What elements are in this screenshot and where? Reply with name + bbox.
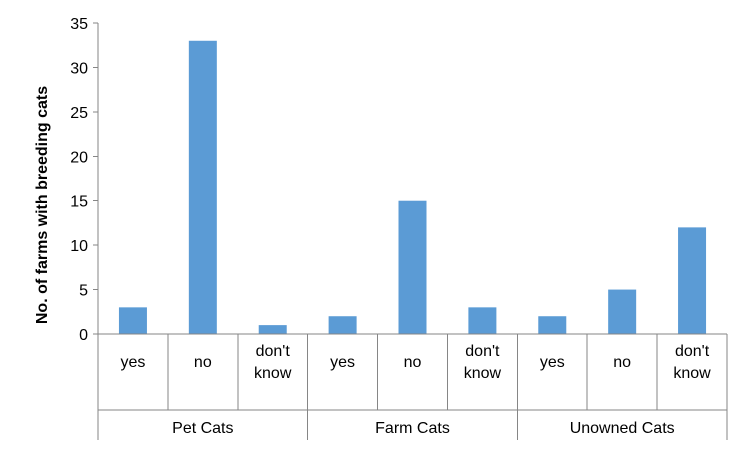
group-label: Pet Cats	[172, 420, 233, 437]
category-label: don't know	[673, 343, 711, 382]
y-tick-label: 10	[70, 238, 88, 255]
category-label: no	[194, 354, 212, 371]
y-tick-label: 15	[70, 194, 88, 211]
category-label: yes	[540, 354, 565, 371]
bar	[538, 316, 567, 334]
y-axis-label: No. of farms with breeding cats	[34, 86, 51, 324]
bar	[398, 200, 427, 334]
bar	[678, 227, 707, 334]
category-label: no	[404, 354, 422, 371]
bar	[188, 40, 217, 335]
bar	[468, 307, 497, 334]
category-label: yes	[330, 354, 355, 371]
y-axis-label-layer: No. of farms with breeding cats	[34, 86, 51, 324]
category-label: yes	[120, 354, 145, 371]
y-tick-label: 0	[79, 327, 88, 344]
y-tick-label: 25	[70, 105, 88, 122]
bar	[118, 307, 147, 334]
bars	[118, 40, 707, 335]
y-axis-ticks: 0 5 10 15 20 25 30 35	[70, 16, 99, 440]
category-label: don't know	[464, 343, 502, 382]
bar	[258, 325, 287, 334]
y-tick-label: 5	[79, 283, 88, 300]
category-label: no	[613, 354, 631, 371]
bar	[608, 289, 637, 334]
group-label: Unowned Cats	[570, 420, 675, 437]
y-tick-label: 35	[70, 16, 88, 33]
group-label: Farm Cats	[375, 420, 450, 437]
x-axis: yes no don't know Pet Cats yes no don't know Farm…	[98, 333, 728, 440]
bar	[328, 316, 357, 334]
y-tick-label: 20	[70, 149, 88, 166]
category-label: don't know	[254, 343, 292, 382]
y-tick-label: 30	[70, 60, 88, 77]
